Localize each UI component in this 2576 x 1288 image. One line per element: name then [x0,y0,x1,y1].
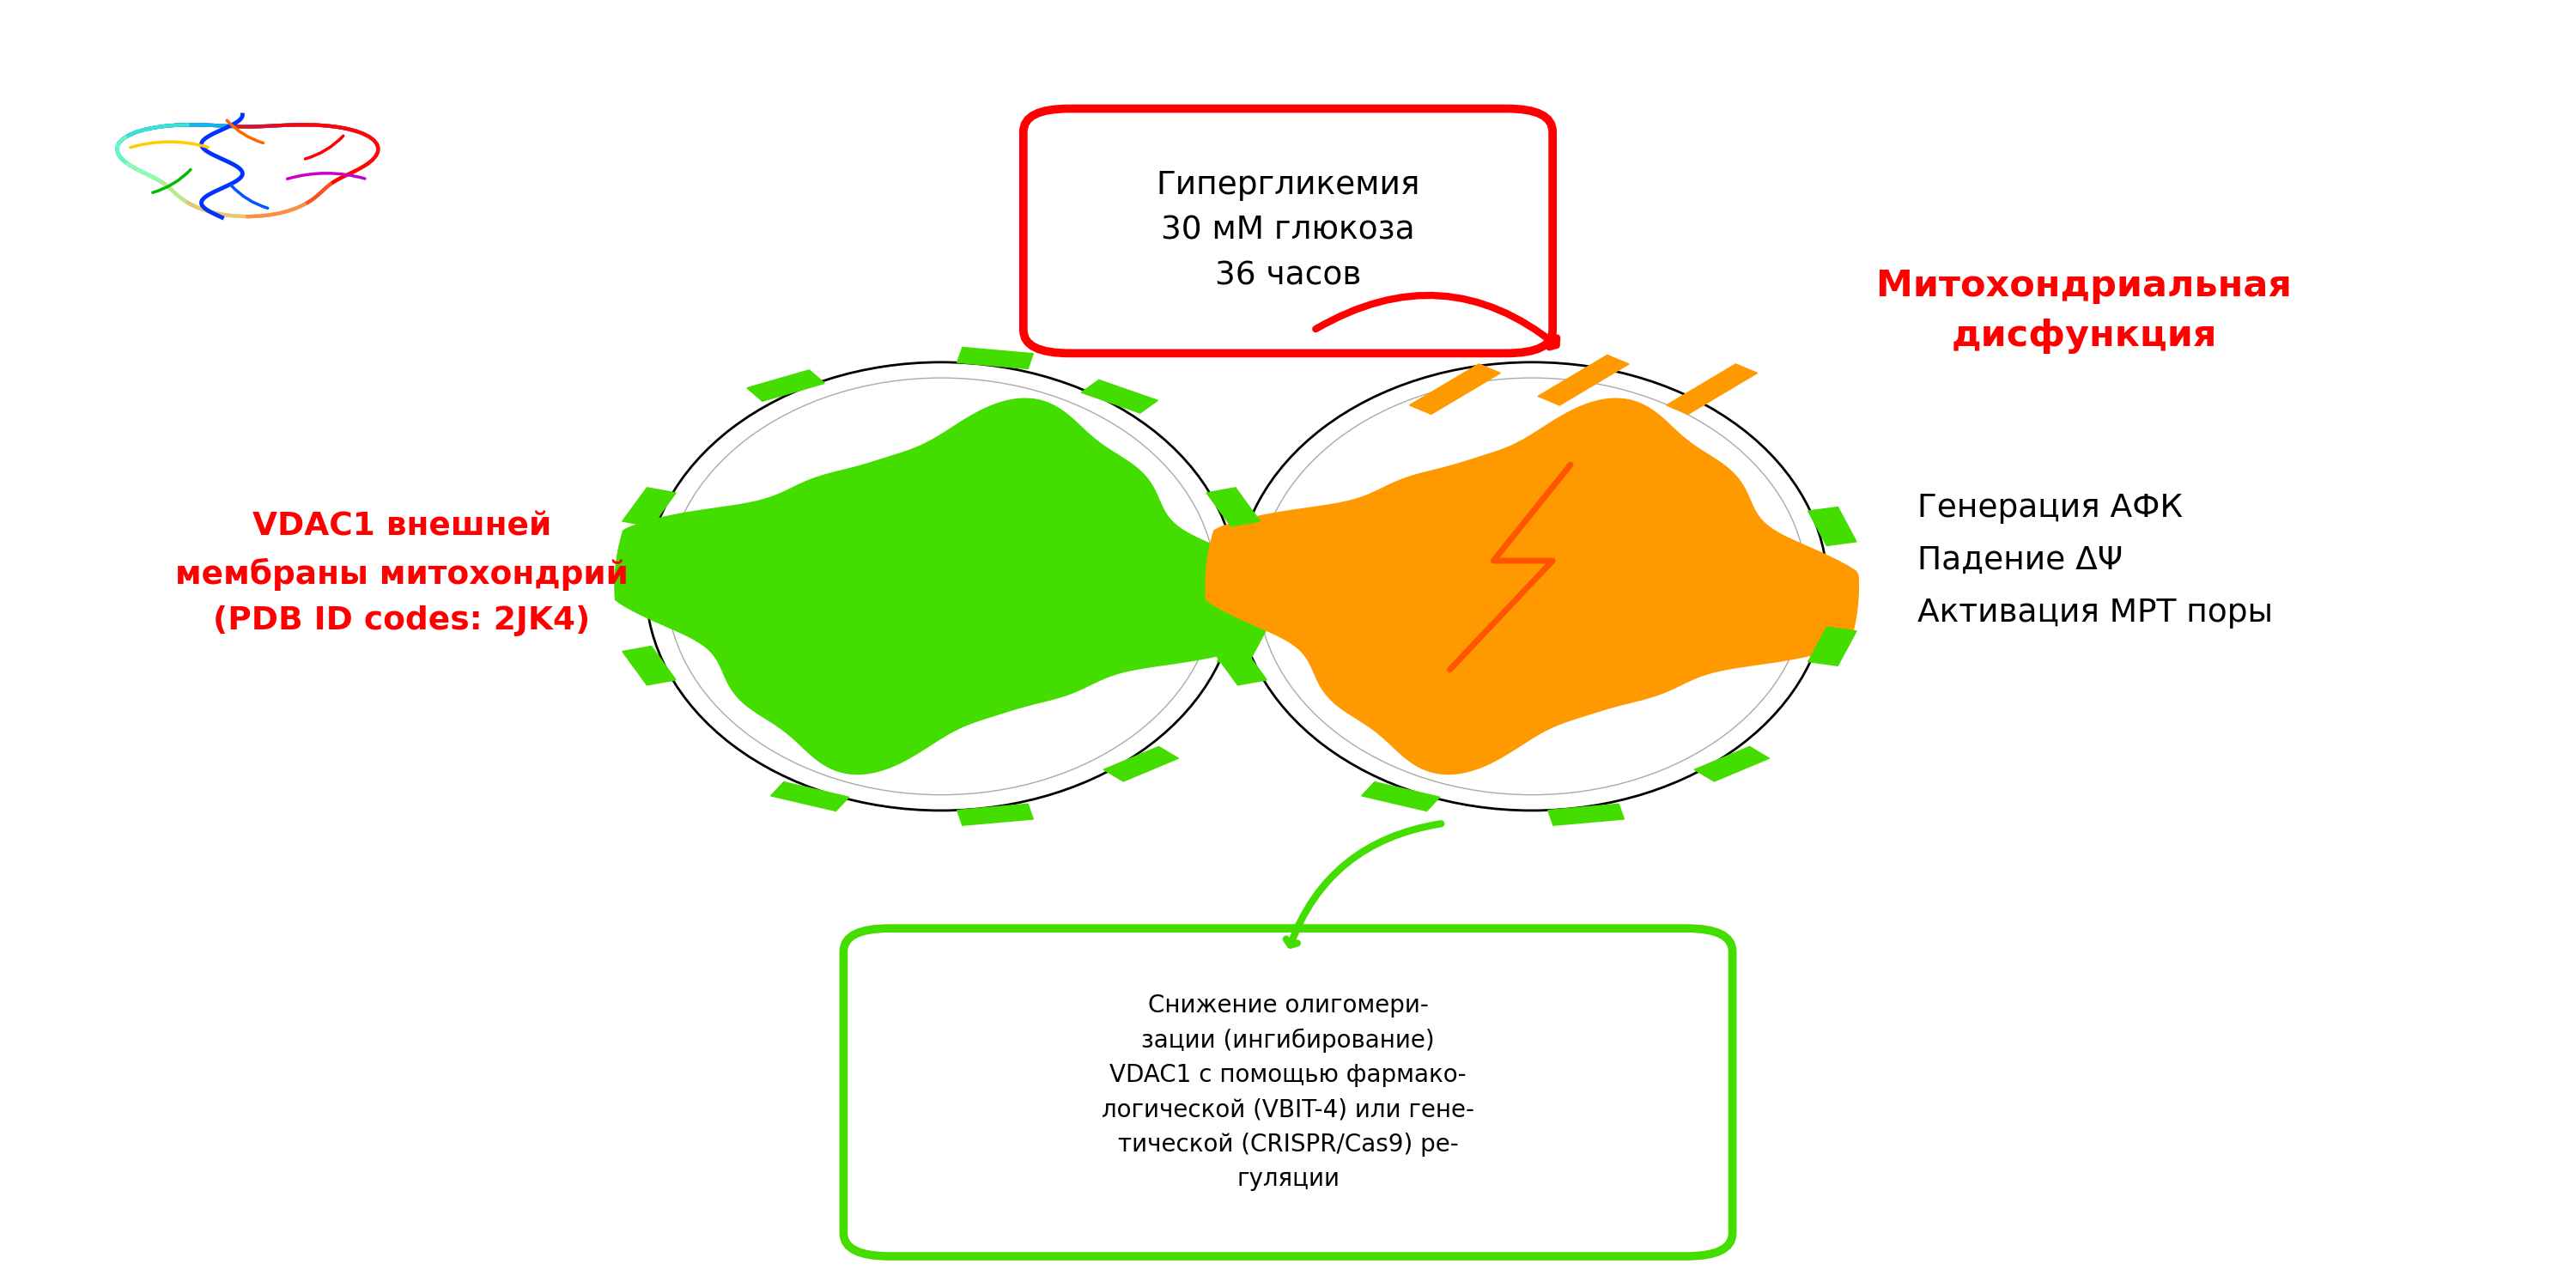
FancyBboxPatch shape [1023,108,1553,353]
Text: Митохондриальная
дисфункция: Митохондриальная дисфункция [1875,268,2293,354]
Polygon shape [747,370,824,401]
Polygon shape [623,647,675,685]
Polygon shape [1103,747,1177,782]
Polygon shape [1667,365,1757,415]
Polygon shape [1808,507,1857,546]
Polygon shape [613,398,1267,774]
Ellipse shape [647,362,1236,810]
Polygon shape [1206,488,1260,527]
Polygon shape [1363,782,1440,811]
FancyBboxPatch shape [842,929,1734,1256]
Polygon shape [1538,355,1628,406]
Polygon shape [1218,627,1265,666]
Polygon shape [1213,647,1267,685]
Polygon shape [958,348,1033,368]
Ellipse shape [667,377,1216,795]
Text: VDAC1 внешней
мембраны митохондрий
(PDB ID codes: 2JK4): VDAC1 внешней мембраны митохондрий (PDB … [175,511,629,636]
Text: Генерация АФК
Падение ΔΨ
Активация МРТ поры: Генерация АФК Падение ΔΨ Активация МРТ п… [1917,493,2272,629]
Polygon shape [958,804,1033,826]
Polygon shape [1695,747,1770,782]
Polygon shape [770,782,850,811]
Text: Гипергликемия
30 мМ глюкоза
36 часов: Гипергликемия 30 мМ глюкоза 36 часов [1157,170,1419,291]
Polygon shape [1082,380,1157,413]
Polygon shape [1548,804,1623,826]
Ellipse shape [1236,362,1826,810]
Polygon shape [1409,365,1499,415]
Polygon shape [623,488,675,527]
Text: Снижение олигомери-
зации (ингибирование)
VDAC1 с помощью фармако-
логической (V: Снижение олигомери- зации (ингибирование… [1103,994,1473,1190]
Ellipse shape [1257,377,1806,795]
Polygon shape [1808,627,1857,666]
Polygon shape [1206,398,1860,774]
